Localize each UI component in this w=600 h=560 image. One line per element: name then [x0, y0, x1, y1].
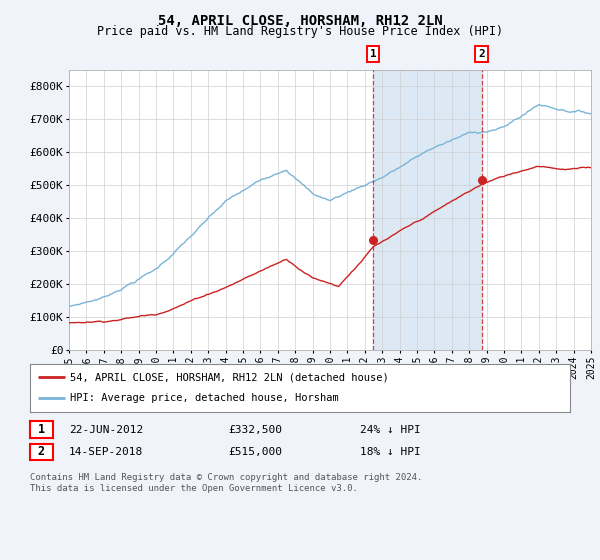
Text: 2: 2 [478, 49, 485, 59]
Text: 1: 1 [38, 423, 45, 436]
Text: 54, APRIL CLOSE, HORSHAM, RH12 2LN (detached house): 54, APRIL CLOSE, HORSHAM, RH12 2LN (deta… [71, 372, 389, 382]
Text: HPI: Average price, detached house, Horsham: HPI: Average price, detached house, Hors… [71, 393, 339, 403]
Text: 18% ↓ HPI: 18% ↓ HPI [360, 447, 421, 457]
Text: 22-JUN-2012: 22-JUN-2012 [69, 424, 143, 435]
Text: 14-SEP-2018: 14-SEP-2018 [69, 447, 143, 457]
Text: Price paid vs. HM Land Registry's House Price Index (HPI): Price paid vs. HM Land Registry's House … [97, 25, 503, 38]
Text: 24% ↓ HPI: 24% ↓ HPI [360, 424, 421, 435]
Text: 54, APRIL CLOSE, HORSHAM, RH12 2LN: 54, APRIL CLOSE, HORSHAM, RH12 2LN [158, 14, 442, 28]
Text: 1: 1 [370, 49, 376, 59]
Bar [373, 70, 482, 350]
Text: £515,000: £515,000 [228, 447, 282, 457]
Text: 2: 2 [38, 445, 45, 459]
Text: £332,500: £332,500 [228, 424, 282, 435]
Text: Contains HM Land Registry data © Crown copyright and database right 2024.
This d: Contains HM Land Registry data © Crown c… [30, 473, 422, 493]
